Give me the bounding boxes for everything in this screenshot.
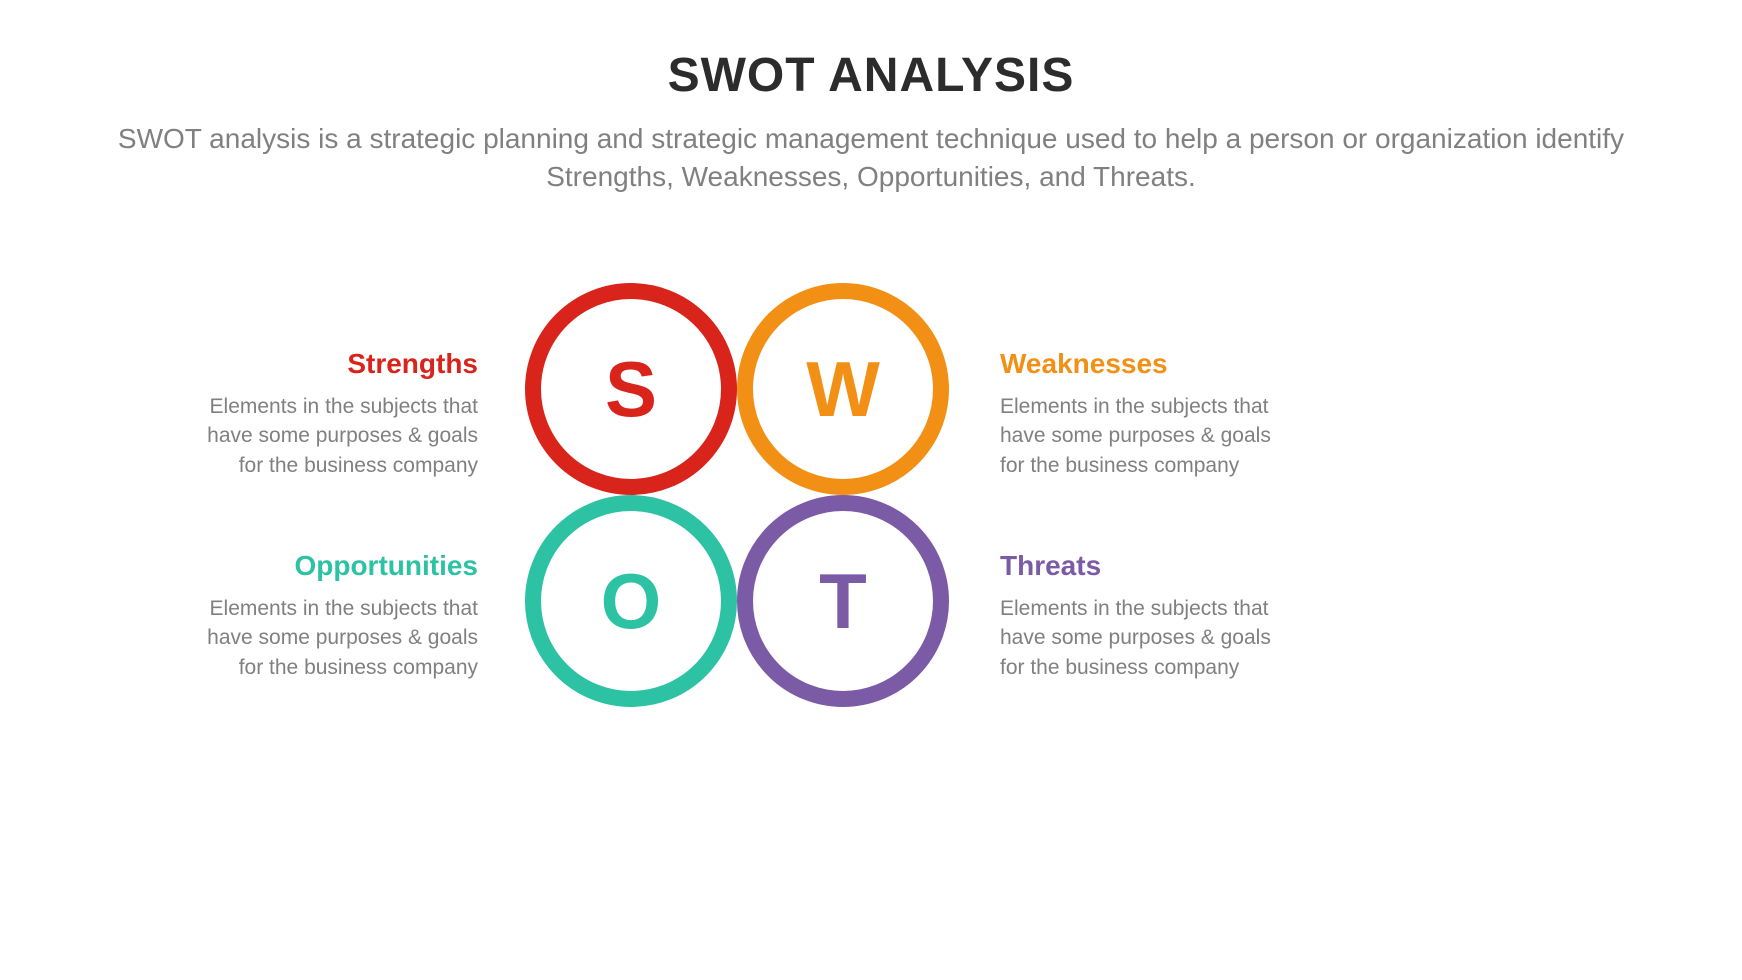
label-weaknesses-desc: Elements in the subjects that have some … [1000,392,1300,480]
circle-threats: T [737,495,949,707]
circle-opportunities: O [525,495,737,707]
letter-t: T [819,556,867,647]
swot-infographic: SWOT ANALYSIS SWOT analysis is a strateg… [0,0,1742,980]
label-strengths-desc: Elements in the subjects that have some … [178,392,478,480]
label-opportunities: Opportunities Elements in the subjects t… [178,550,478,682]
label-weaknesses: Weaknesses Elements in the subjects that… [1000,348,1300,480]
label-strengths: Strengths Elements in the subjects that … [178,348,478,480]
letter-o: O [601,556,662,647]
circle-strengths: S [525,283,737,495]
label-opportunities-desc: Elements in the subjects that have some … [178,594,478,682]
label-weaknesses-title: Weaknesses [1000,348,1300,380]
page-subtitle: SWOT analysis is a strategic planning an… [80,120,1662,196]
label-threats-desc: Elements in the subjects that have some … [1000,594,1300,682]
letter-w: W [806,344,880,435]
page-title: SWOT ANALYSIS [0,48,1742,103]
label-strengths-title: Strengths [178,348,478,380]
label-opportunities-title: Opportunities [178,550,478,582]
letter-s: S [605,344,657,435]
label-threats-title: Threats [1000,550,1300,582]
circle-weaknesses: W [737,283,949,495]
swot-circle-grid: S W O T [525,283,965,723]
label-threats: Threats Elements in the subjects that ha… [1000,550,1300,682]
